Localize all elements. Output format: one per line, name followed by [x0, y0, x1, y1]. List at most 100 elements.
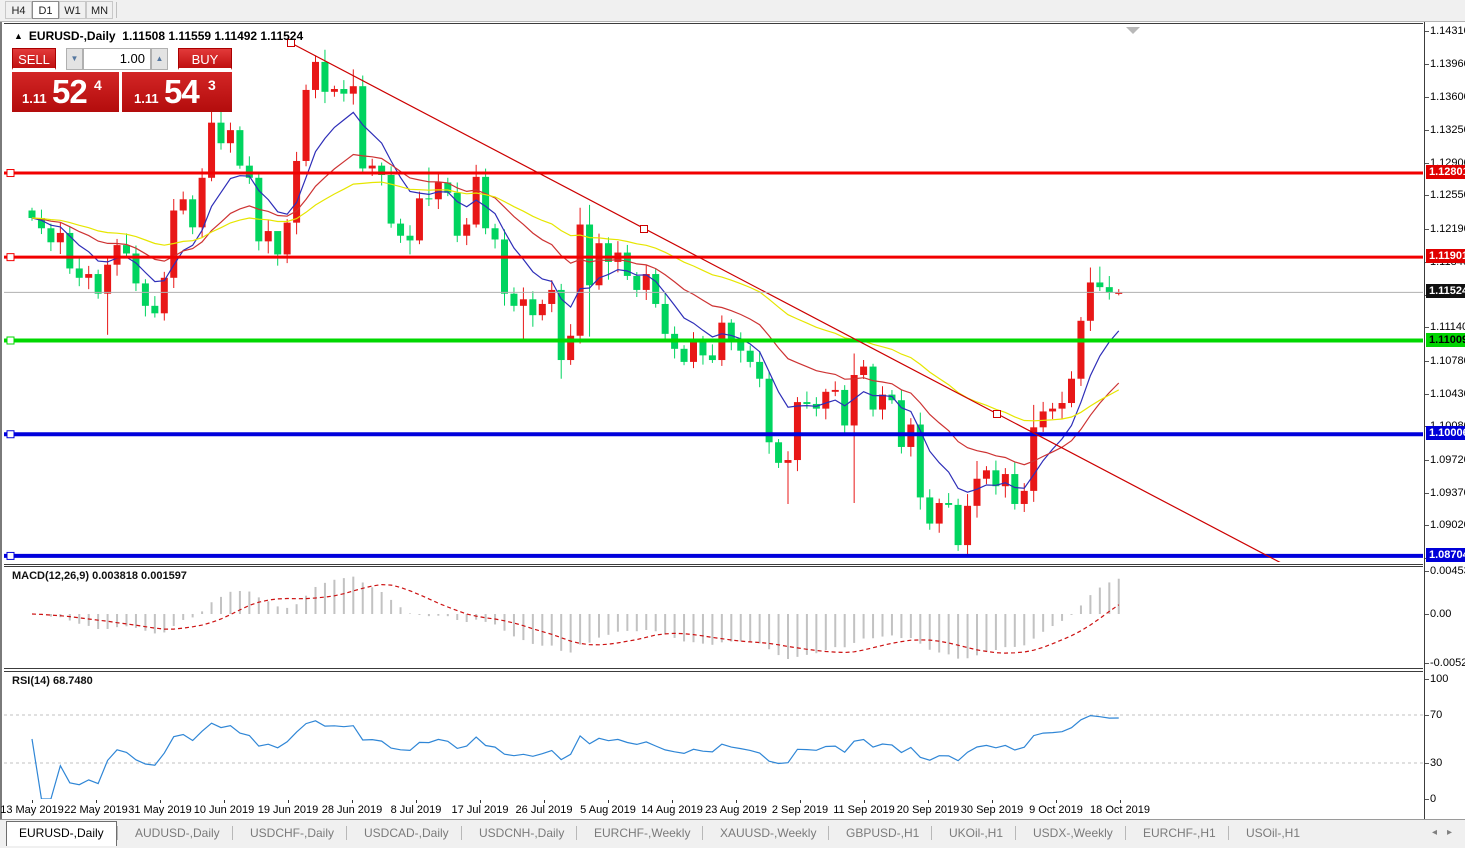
time-axis-tick [288, 800, 289, 803]
price-axis-tick [1425, 195, 1429, 197]
rsi-panel: RSI(14) 68.7480 [4, 671, 1423, 802]
chart-tab-usdchf-daily[interactable]: USDCHF-,Daily [250, 826, 334, 840]
chart-tab-usoil-h1[interactable]: USOil-,H1 [1246, 826, 1301, 840]
tab-separator [828, 826, 829, 840]
price-chart-canvas[interactable] [4, 24, 1423, 562]
time-axis-label: 2 Sep 2019 [771, 804, 829, 816]
time-axis-label: 17 Jul 2019 [451, 804, 509, 816]
time-axis-label: 18 Oct 2019 [1090, 804, 1150, 816]
macd-main-value: 0.003818 [92, 570, 138, 582]
timeframe-button-w1[interactable]: W1 [59, 1, 86, 19]
tab-separator [1015, 826, 1016, 840]
macd-axis-tick [1425, 614, 1429, 615]
price-axis-label: 1.13250 [1430, 124, 1465, 137]
price-axis-label: 1.13600 [1430, 91, 1465, 104]
time-axis-label: 10 Jun 2019 [193, 804, 255, 816]
chart-workspace: ▲ EURUSD-,Daily 1.11508 1.11559 1.11492 1… [0, 22, 1465, 819]
time-axis-tick [1120, 800, 1121, 803]
price-badge-1.11009: 1.11009 [1426, 332, 1465, 347]
ma-line-20 [31, 153, 1120, 466]
chart-tab-ukoil-h1[interactable]: UKOil-,H1 [949, 826, 1004, 840]
timeframe-button-mn[interactable]: MN [86, 1, 113, 19]
buy-price-prefix: 1.11 [134, 91, 159, 106]
chart-tab-eurchf-weekly[interactable]: EURCHF-,Weekly [594, 826, 691, 840]
tabs-scroll-left-icon[interactable]: ◂ [1432, 827, 1438, 838]
chart-tab-audusd-daily[interactable]: AUDUSD-,Daily [135, 826, 220, 840]
macd-axis-tick [1425, 571, 1429, 572]
tab-separator [702, 826, 703, 840]
macd-axis-label: 0.004536 [1430, 565, 1465, 577]
chart-tab-xauusd-weekly[interactable]: XAUUSD-,Weekly [720, 826, 817, 840]
chart-tab-eurchf-h1[interactable]: EURCHF-,H1 [1143, 826, 1216, 840]
time-axis-label: 5 Aug 2019 [580, 804, 636, 816]
chart-tab-usdcnh-daily[interactable]: USDCNH-,Daily [479, 826, 565, 840]
hline-handle [6, 336, 15, 345]
rsi-line [31, 714, 1119, 799]
macd-canvas[interactable] [4, 567, 1423, 666]
price-axis-tick [1425, 525, 1429, 527]
time-axis-label: 28 Jun 2019 [321, 804, 383, 816]
chart-tab-usdcad-daily[interactable]: USDCAD-,Daily [364, 826, 449, 840]
chart-ohlc-values: 1.11508 1.11559 1.11492 1.11524 [122, 29, 304, 43]
sell-price-big: 52 [52, 73, 88, 110]
trendline-handle [993, 410, 1001, 418]
main-chart-panel: ▲ EURUSD-,Daily 1.11508 1.11559 1.11492 1… [4, 23, 1423, 565]
buy-price-box[interactable]: 1.11 54 3 [122, 72, 232, 112]
price-axis-label: 1.09720 [1430, 453, 1465, 466]
chart-tab-gbpusd-h1[interactable]: GBPUSD-,H1 [846, 826, 920, 840]
price-axis-tick [1425, 63, 1429, 65]
price-axis-label: 1.11140 [1430, 321, 1465, 334]
time-axis-tick [608, 800, 609, 803]
time-axis-tick [224, 800, 225, 803]
chart-tab-eurusd-daily[interactable]: EURUSD-,Daily [6, 821, 117, 846]
time-axis-label: 31 May 2019 [128, 804, 192, 816]
chart-tab-usdx-weekly[interactable]: USDX-,Weekly [1033, 826, 1113, 840]
timeframe-button-d1[interactable]: D1 [32, 1, 59, 19]
price-axis-tick [1425, 162, 1429, 164]
price-axis-tick [1425, 459, 1429, 461]
timeframe-button-h4[interactable]: H4 [5, 1, 32, 19]
collapse-indicator-icon[interactable]: ▲ [14, 31, 23, 41]
macd-signal-line [31, 583, 1120, 654]
time-axis-label: 20 Sep 2019 [896, 804, 960, 816]
volume-input[interactable]: 1.00 [83, 48, 151, 70]
price-axis-label: 1.12550 [1430, 189, 1465, 202]
time-axis-label: 19 Jun 2019 [257, 804, 319, 816]
scroll-to-end-icon[interactable] [1126, 27, 1140, 34]
tab-separator [576, 826, 577, 840]
price-axis[interactable]: 1.143101.139601.136001.132501.129001.125… [1424, 22, 1465, 819]
time-axis-tick [352, 800, 353, 803]
rsi-axis-tick [1425, 715, 1429, 716]
rsi-axis-label: 0 [1430, 793, 1437, 805]
tab-separator [461, 826, 462, 840]
time-axis[interactable]: 13 May 2019 22 May 2019 31 May 2019 10 Jun … [0, 800, 1424, 818]
macd-axis-label: 0.00 [1430, 608, 1452, 620]
price-axis-label: 1.09370 [1430, 486, 1465, 499]
rsi-axis-label: 30 [1430, 757, 1443, 769]
time-axis-label: 26 Jul 2019 [515, 804, 573, 816]
price-axis-tick [1425, 229, 1429, 231]
sell-price-box[interactable]: 1.11 52 4 [12, 72, 119, 112]
time-axis-tick [800, 800, 801, 803]
macd-signal-value: 0.001597 [141, 570, 187, 582]
tabs-scroll-right-icon[interactable]: ▸ [1447, 827, 1453, 838]
tab-separator [117, 826, 118, 840]
time-axis-tick [864, 800, 865, 803]
volume-down-button[interactable]: ▼ [66, 48, 83, 70]
time-axis-label: 9 Oct 2019 [1029, 804, 1083, 816]
trendline-handle [287, 39, 295, 47]
time-axis-tick [1056, 800, 1057, 803]
rsi-axis-tick [1425, 679, 1429, 680]
price-axis-tick [1425, 130, 1429, 132]
time-axis-label: 22 May 2019 [64, 804, 128, 816]
trendline-handle [640, 225, 648, 233]
time-axis-tick [992, 800, 993, 803]
trendline [290, 42, 1281, 562]
sell-button[interactable]: SELL [12, 48, 56, 70]
ma-line-8 [31, 111, 1120, 493]
buy-button[interactable]: BUY [178, 48, 232, 70]
time-axis-tick [160, 800, 161, 803]
price-axis-tick [1425, 360, 1429, 362]
volume-up-button[interactable]: ▲ [151, 48, 168, 70]
rsi-canvas[interactable] [4, 672, 1423, 799]
